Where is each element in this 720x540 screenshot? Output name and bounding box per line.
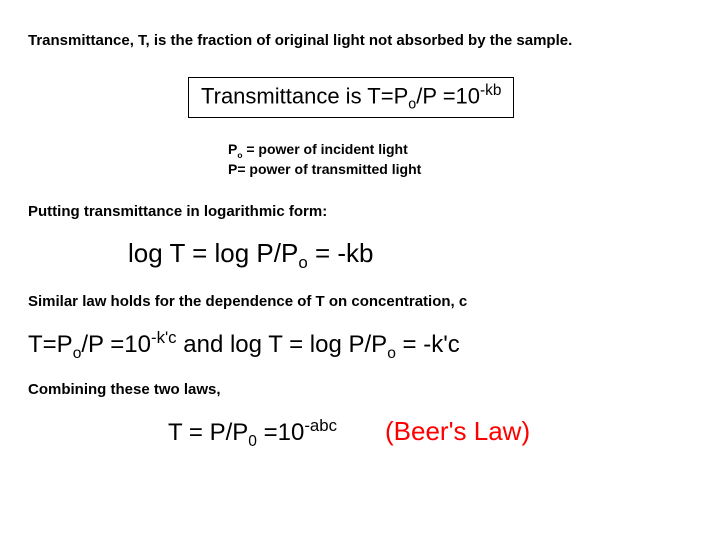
def-incident: Po = power of incident light — [228, 140, 692, 161]
eq1-a: log T = log P/P — [128, 238, 298, 268]
def-p: P — [228, 141, 237, 157]
transmittance-formula-box: Transmittance is T=Po/P =10-kb — [188, 77, 514, 118]
eq2-sub2: o — [387, 345, 396, 362]
formula-prefix: Transmittance is T=P — [201, 83, 408, 108]
log-equation: log T = log P/Po = -kb — [128, 238, 692, 273]
eq3-a: T = P/P — [168, 419, 248, 446]
def-incident-text: = power of incident light — [242, 141, 407, 157]
eq2-sup1: -k'c — [151, 328, 177, 347]
eq3-b: =10 — [257, 419, 304, 446]
intro-text: Transmittance, T, is the fraction of ori… — [28, 32, 692, 49]
log-form-intro: Putting transmittance in logarithmic for… — [28, 203, 692, 220]
formula-sup-kb: -kb — [480, 82, 501, 99]
eq2-d: = -k'c — [396, 331, 460, 358]
beers-law-label: (Beer's Law) — [385, 416, 530, 447]
eq3-sub: 0 — [248, 432, 257, 449]
eq2-a: T=P — [28, 331, 73, 358]
eq2-c: and log T = log P/P — [177, 331, 388, 358]
power-definitions: Po = power of incident light P= power of… — [228, 140, 692, 179]
concentration-intro: Similar law holds for the dependence of … — [28, 293, 692, 310]
final-equation-row: T = P/P0 =10-abc (Beer's Law) — [28, 416, 692, 451]
formula-mid: /P =10 — [416, 83, 480, 108]
formula-sub-o: o — [408, 97, 416, 113]
def-transmitted: P= power of transmitted light — [228, 160, 692, 178]
eq3-sup: -abc — [304, 416, 337, 435]
eq2-b: /P =10 — [81, 331, 151, 358]
eq1-b: = -kb — [308, 238, 374, 268]
combining-intro: Combining these two laws, — [28, 381, 692, 398]
concentration-equation: T=Po/P =10-k'c and log T = log P/Po = -k… — [28, 328, 692, 363]
eq1-sub: o — [298, 253, 307, 272]
beers-law-equation: T = P/P0 =10-abc — [168, 416, 337, 451]
